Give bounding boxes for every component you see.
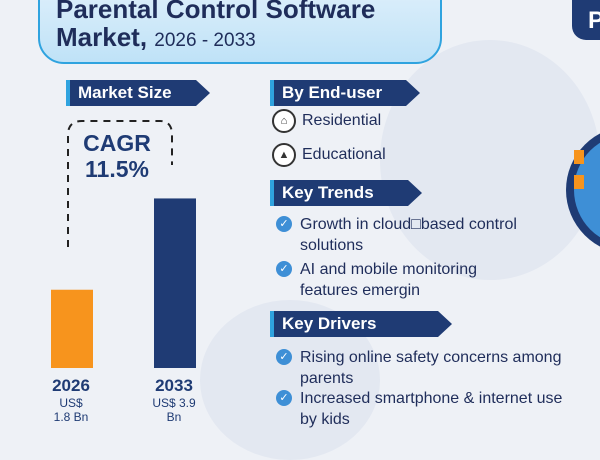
tick-label-2033: 2033 — [155, 376, 193, 395]
title-banner — [38, 0, 442, 64]
trend-item-line2: solutions — [300, 237, 364, 254]
market-size-heading: Market Size — [66, 80, 210, 106]
cagr-block: CAGR 11.5% — [72, 130, 162, 182]
right-side-panel: P — [560, 0, 600, 290]
end-user-heading: By End-user — [270, 80, 420, 106]
driver-item: ✓ Increased smartphone & internet use by… — [276, 388, 600, 432]
house-icon: ⌂ — [272, 109, 296, 133]
driver-item-line1: Rising online safety concerns among — [300, 349, 562, 366]
cagr-value: 11.5% — [85, 156, 149, 182]
heading-accent-mark — [270, 80, 274, 106]
end-user-heading-label: By End-user — [282, 83, 383, 102]
data-label-2026: US$ 1.8 Bn — [53, 396, 89, 424]
bar-2033 — [154, 198, 196, 368]
driver-item: ✓ Rising online safety concerns among pa… — [276, 347, 600, 391]
check-icon: ✓ — [276, 390, 292, 406]
market-size-heading-label: Market Size — [78, 83, 172, 102]
tick-label-2026: 2026 — [52, 376, 90, 395]
driver-item-line2: parents — [300, 370, 354, 387]
driver-item-text: Increased smartphone & internet use by k… — [300, 388, 562, 430]
heading-accent-mark — [270, 311, 274, 337]
end-user-item-label: Educational — [302, 146, 386, 163]
trend-item-line2: features emergin — [300, 282, 421, 299]
key-trends-heading: Key Trends — [270, 180, 422, 206]
driver-item-text: Rising online safety concerns among pare… — [300, 347, 561, 389]
page-title-line1: Parental Control Software — [56, 0, 376, 24]
check-icon: ✓ — [276, 261, 292, 277]
bar-2026 — [51, 289, 93, 368]
market-size-chart — [51, 198, 196, 368]
trend-item-text: Growth in cloud□based control solutions — [300, 214, 517, 256]
heading-accent-mark — [66, 80, 70, 106]
right-panel-title: P — [588, 7, 600, 34]
end-user-item-residential: ⌂ Residential — [272, 109, 381, 133]
check-icon: ✓ — [276, 349, 292, 365]
driver-item-line2: by kids — [300, 411, 350, 428]
bar-label-2026: 2026 US$ 1.8 Bn — [40, 376, 102, 424]
end-user-item-label: Residential — [302, 112, 382, 129]
graduation-cap-icon: ▲ — [272, 143, 296, 167]
trend-item-text: AI and mobile monitoring features emergi… — [300, 259, 477, 301]
page-title-market: Market, — [56, 22, 148, 52]
end-user-item-educational: ▲ Educational — [272, 143, 386, 167]
cagr-bracket-line — [67, 120, 173, 247]
bar-label-2033: 2033 US$ 3.9 Bn — [142, 376, 206, 424]
right-panel-graphic: P — [566, 0, 600, 247]
trend-item: ✓ AI and mobile monitoring features emer… — [276, 259, 576, 303]
cagr-bracket — [67, 120, 173, 247]
page-title-line2: Market, 2026 - 2033 — [56, 22, 256, 53]
heading-accent-mark — [270, 180, 274, 206]
page-title-years: 2026 - 2033 — [154, 30, 256, 51]
key-drivers-heading-label: Key Drivers — [282, 314, 377, 333]
cagr-label: CAGR — [83, 130, 151, 156]
trend-item-line1: Growth in cloud□based control — [300, 216, 517, 233]
key-trends-heading-label: Key Trends — [282, 183, 374, 202]
trend-item: ✓ Growth in cloud□based control solution… — [276, 214, 576, 258]
data-label-2033: US$ 3.9 Bn — [152, 396, 196, 424]
key-drivers-heading: Key Drivers — [270, 311, 452, 337]
trend-item-line1: AI and mobile monitoring — [300, 261, 477, 278]
check-icon: ✓ — [276, 216, 292, 232]
driver-item-line1: Increased smartphone & internet use — [300, 390, 563, 407]
